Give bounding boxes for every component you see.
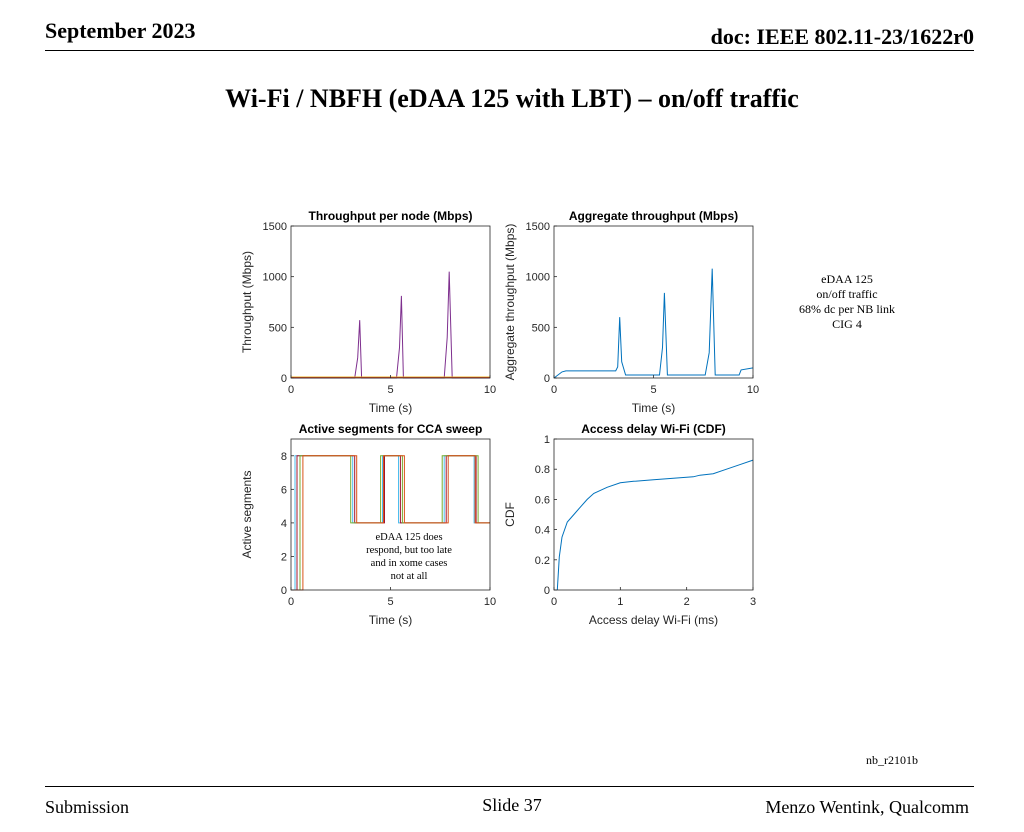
side-note-line: 68% dc per NB link bbox=[799, 302, 895, 316]
x-tick-label: 0 bbox=[551, 384, 557, 396]
side-note-line: on/off traffic bbox=[816, 287, 878, 301]
header-rule bbox=[45, 50, 974, 51]
x-tick-label: 0 bbox=[288, 596, 294, 608]
header-doc-id: doc: IEEE 802.11-23/1622r0 bbox=[710, 24, 974, 49]
y-tick-label: 1500 bbox=[263, 221, 287, 233]
y-tick-label: 0 bbox=[544, 585, 550, 597]
y-tick-label: 6 bbox=[281, 484, 287, 496]
y-tick-label: 2 bbox=[281, 551, 287, 563]
x-tick-label: 10 bbox=[484, 596, 496, 608]
y-tick-label: 1000 bbox=[526, 272, 550, 284]
y-tick-label: 1500 bbox=[526, 221, 550, 233]
chart-2: 0 5 10 0 500 1000 1500 Aggregate throughput (Mb… bbox=[503, 209, 759, 415]
x-axis-label: Time (s) bbox=[632, 401, 676, 415]
side-note-line: CIG 4 bbox=[832, 317, 862, 331]
series-line bbox=[291, 455, 490, 591]
chart-annotation: eDAA 125 does respond, but too late and in… bbox=[366, 532, 452, 582]
series-line bbox=[291, 271, 490, 379]
chart-title: Active segments for CCA sweep bbox=[299, 422, 483, 436]
chart-title: Throughput per node (Mbps) bbox=[309, 209, 473, 223]
slide-title: Wi-Fi / NBFH (eDAA 125 with LBT) – on/of… bbox=[225, 84, 799, 113]
x-tick-label: 3 bbox=[750, 596, 756, 608]
x-tick-label: 1 bbox=[617, 596, 623, 608]
x-tick-label: 10 bbox=[747, 384, 759, 396]
y-axis-label: Aggregate throughput (Mbps) bbox=[503, 224, 517, 381]
y-tick-label: 1000 bbox=[263, 272, 287, 284]
annotation-line: respond, but too late bbox=[366, 545, 452, 556]
y-tick-label: 0 bbox=[281, 585, 287, 597]
series-line bbox=[556, 459, 754, 591]
y-tick-label: 8 bbox=[281, 451, 287, 463]
y-tick-label: 1 bbox=[544, 434, 550, 446]
footer-submission: Submission bbox=[45, 797, 130, 817]
y-tick-label: 0 bbox=[544, 373, 550, 385]
x-tick-label: 0 bbox=[551, 596, 557, 608]
footer-author: Menzo Wentink, Qualcomm bbox=[765, 797, 969, 817]
y-tick-label: 500 bbox=[532, 322, 550, 334]
x-tick-label: 5 bbox=[387, 596, 393, 608]
chart-1: 0 5 10 0 500 1000 1500 Throughput per node (Mbp… bbox=[240, 209, 496, 415]
y-axis-label: CDF bbox=[503, 502, 517, 527]
y-tick-label: 0.8 bbox=[535, 464, 550, 476]
axes-box bbox=[553, 438, 754, 591]
x-axis-label: Time (s) bbox=[369, 613, 413, 627]
annotation-line: and in xome cases bbox=[371, 558, 448, 569]
series-line bbox=[553, 268, 754, 379]
side-note: eDAA 125 on/off traffic 68% dc per NB li… bbox=[772, 272, 922, 332]
x-tick-label: 5 bbox=[650, 384, 656, 396]
y-tick-label: 0.6 bbox=[535, 494, 550, 506]
series-line bbox=[291, 455, 490, 591]
annotation-line: eDAA 125 does bbox=[375, 532, 442, 543]
footer-slide-number: Slide 37 bbox=[482, 795, 542, 815]
chart-3: 0 5 10 0 2 4 6 8 Active segments for CCA sweep Ti… bbox=[240, 422, 496, 627]
x-tick-label: 0 bbox=[288, 384, 294, 396]
header-date: September 2023 bbox=[45, 18, 196, 43]
y-tick-label: 500 bbox=[269, 322, 287, 334]
y-tick-label: 0.4 bbox=[535, 525, 550, 537]
axes-box bbox=[290, 225, 491, 379]
axes-box bbox=[553, 225, 754, 379]
chart-title: Aggregate throughput (Mbps) bbox=[569, 209, 738, 223]
y-tick-label: 0 bbox=[281, 373, 287, 385]
series-line bbox=[291, 455, 490, 591]
y-axis-label: Throughput (Mbps) bbox=[240, 251, 254, 353]
chart-title: Access delay Wi-Fi (CDF) bbox=[581, 422, 726, 436]
side-note-line: eDAA 125 bbox=[821, 272, 873, 286]
x-tick-label: 5 bbox=[387, 384, 393, 396]
x-tick-label: 2 bbox=[684, 596, 690, 608]
x-tick-label: 10 bbox=[484, 384, 496, 396]
y-tick-label: 0.2 bbox=[535, 555, 550, 567]
footer-rule bbox=[45, 786, 974, 787]
y-tick-label: 4 bbox=[281, 518, 287, 530]
series-line bbox=[291, 455, 490, 591]
x-axis-label: Access delay Wi-Fi (ms) bbox=[589, 613, 718, 627]
chart-4: 0 1 2 3 0 0.2 0.4 0.6 0.8 1 Access delay Wi-Fi (CD… bbox=[503, 422, 756, 627]
annotation-line: not at all bbox=[391, 571, 428, 582]
bottom-tag: nb_r2101b bbox=[866, 753, 918, 767]
x-axis-label: Time (s) bbox=[369, 401, 413, 415]
y-axis-label: Active segments bbox=[240, 470, 254, 558]
